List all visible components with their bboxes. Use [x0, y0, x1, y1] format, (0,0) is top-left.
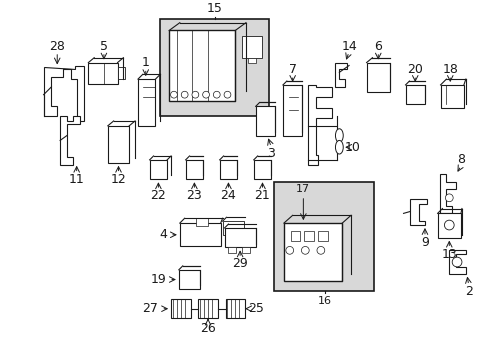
Bar: [138, 79, 155, 126]
Text: 4: 4: [159, 228, 167, 241]
Bar: [179, 270, 200, 289]
Bar: [219, 160, 237, 179]
Bar: [440, 85, 463, 108]
Bar: [366, 63, 389, 92]
Text: 28: 28: [49, 40, 65, 53]
Text: 2: 2: [464, 285, 472, 298]
Circle shape: [181, 91, 188, 98]
Polygon shape: [307, 85, 331, 165]
Bar: [88, 63, 117, 84]
Polygon shape: [439, 175, 455, 213]
Circle shape: [445, 194, 452, 202]
Text: 29: 29: [232, 257, 247, 270]
Bar: [255, 106, 275, 136]
Bar: [224, 228, 255, 247]
Bar: [242, 36, 261, 58]
Circle shape: [451, 257, 461, 267]
Bar: [274, 182, 374, 291]
Bar: [169, 31, 235, 100]
Polygon shape: [60, 116, 80, 165]
Text: 15: 15: [206, 2, 223, 15]
Text: 13: 13: [441, 248, 456, 261]
Circle shape: [316, 247, 324, 254]
Text: 6: 6: [374, 40, 382, 53]
Text: 23: 23: [186, 189, 202, 202]
Text: 3: 3: [267, 147, 275, 159]
Bar: [290, 231, 300, 240]
Circle shape: [213, 91, 220, 98]
Text: 11: 11: [69, 173, 84, 186]
Polygon shape: [448, 250, 465, 274]
Text: 22: 22: [150, 189, 166, 202]
Circle shape: [285, 247, 293, 254]
Bar: [149, 160, 167, 179]
Text: 18: 18: [442, 63, 457, 76]
Circle shape: [202, 91, 209, 98]
Text: 27: 27: [142, 302, 158, 315]
Ellipse shape: [335, 140, 343, 154]
Bar: [185, 160, 203, 179]
Bar: [247, 58, 255, 63]
Circle shape: [170, 91, 177, 98]
Bar: [284, 223, 342, 282]
Text: 25: 25: [247, 302, 263, 315]
Text: 5: 5: [100, 40, 108, 53]
Circle shape: [444, 220, 453, 230]
Bar: [242, 247, 249, 253]
Text: 8: 8: [456, 153, 464, 166]
Bar: [317, 231, 327, 240]
Text: 20: 20: [407, 63, 422, 76]
Bar: [304, 231, 313, 240]
Bar: [107, 126, 129, 163]
Bar: [160, 19, 269, 116]
Text: 21: 21: [254, 189, 270, 202]
Bar: [180, 223, 220, 247]
Bar: [171, 299, 190, 319]
Polygon shape: [409, 199, 426, 225]
Text: 7: 7: [288, 63, 296, 76]
Bar: [196, 218, 207, 226]
Text: 10: 10: [345, 141, 360, 154]
Bar: [228, 247, 236, 253]
Circle shape: [224, 91, 230, 98]
Bar: [253, 160, 271, 179]
Bar: [222, 221, 244, 235]
Text: 16: 16: [317, 296, 331, 306]
Bar: [198, 299, 217, 319]
Circle shape: [301, 247, 308, 254]
Bar: [405, 85, 424, 104]
Polygon shape: [43, 66, 84, 121]
Text: 17: 17: [296, 184, 310, 194]
Bar: [117, 67, 125, 79]
Bar: [225, 299, 244, 319]
Polygon shape: [335, 63, 346, 87]
Text: 9: 9: [420, 236, 428, 249]
Text: 24: 24: [220, 189, 236, 202]
Text: 12: 12: [110, 173, 126, 186]
Circle shape: [192, 91, 198, 98]
Text: 19: 19: [150, 273, 166, 286]
Text: 26: 26: [200, 322, 215, 335]
Text: 14: 14: [341, 40, 356, 53]
Ellipse shape: [335, 129, 343, 142]
Bar: [437, 213, 460, 238]
Text: 1: 1: [142, 56, 149, 69]
Bar: [283, 85, 302, 136]
